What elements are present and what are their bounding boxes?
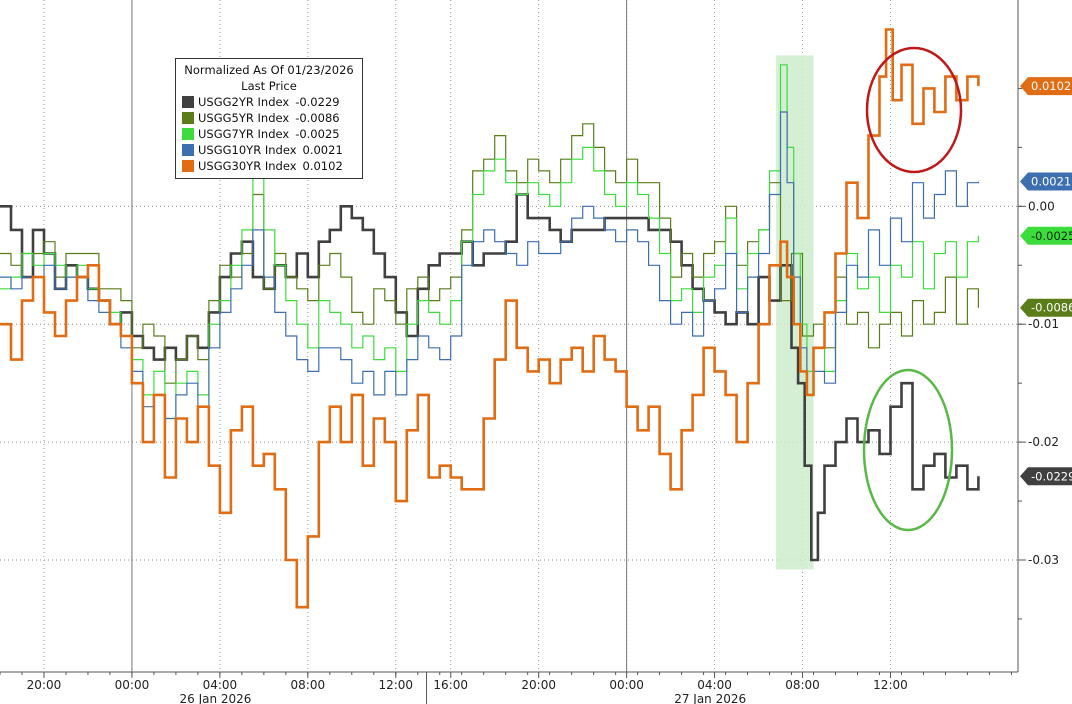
legend-series-value: -0.0025 <box>295 127 340 141</box>
x-tick-label: 08:00 <box>785 678 820 692</box>
legend-item: USGG10YR Index 0.0021 <box>182 142 356 158</box>
legend-series-name: USGG10YR Index <box>198 143 297 157</box>
last-price-tag-usgg5yr <box>1020 298 1072 317</box>
last-price-label: -0.0229 <box>1031 469 1072 483</box>
legend-series-value: 0.0021 <box>302 143 343 157</box>
x-tick-label: 04:00 <box>203 678 238 692</box>
legend-swatch <box>182 112 194 124</box>
legend-series-value: 0.0102 <box>302 159 343 173</box>
red-circle-annotation <box>865 46 963 174</box>
x-tick-label: 16:00 <box>433 678 468 692</box>
legend-swatch <box>182 96 194 108</box>
legend-subtitle: Last Price <box>241 79 297 93</box>
x-tick-label: 12:00 <box>873 678 908 692</box>
legend-item: USGG30YR Index 0.0102 <box>182 158 356 174</box>
legend-item: USGG7YR Index -0.0025 <box>182 126 356 142</box>
y-tick-label: 0.00 <box>1028 199 1055 213</box>
x-tick-label: 12:00 <box>378 678 413 692</box>
series-line-usgg2yr <box>0 193 980 562</box>
legend-series-name: USGG30YR Index <box>198 159 297 173</box>
legend-swatch <box>182 144 194 156</box>
x-tick-label: 04:00 <box>697 678 732 692</box>
legend-series-name: USGG7YR Index <box>198 127 290 141</box>
legend-swatch <box>182 128 194 140</box>
y-tick-label: -0.03 <box>1028 553 1059 567</box>
y-axis-ticks: 0.00 -0.01 -0.02 -0.03 <box>1018 199 1059 567</box>
annotations <box>862 46 963 532</box>
legend-title: Normalized As Of 01/23/2026 <box>184 63 354 77</box>
last-price-tag-usgg10yr <box>1020 172 1072 191</box>
legend-rows: USGG2YR Index -0.0229 USGG5YR Index -0.0086… <box>182 94 356 174</box>
legend-series-value: -0.0229 <box>295 95 340 109</box>
last-price-tag-usgg30yr <box>1020 77 1072 96</box>
series-lines <box>0 28 980 609</box>
y-tick-label: -0.02 <box>1028 435 1059 449</box>
chart-legend: Normalized As Of 01/23/2026 Last Price U… <box>175 58 363 179</box>
last-price-label: -0.0025 <box>1031 229 1072 243</box>
x-tick-label: 00:00 <box>115 678 150 692</box>
green-circle-annotation <box>862 368 954 532</box>
legend-item: USGG2YR Index -0.0229 <box>182 94 356 110</box>
series-line-usgg7yr <box>0 64 979 420</box>
x-tick-label: 00:00 <box>609 678 644 692</box>
last-price-tag-usgg7yr <box>1020 226 1072 245</box>
x-tick-label: 20:00 <box>27 678 62 692</box>
legend-series-name: USGG2YR Index <box>198 95 290 109</box>
legend-item: USGG5YR Index -0.0086 <box>182 110 356 126</box>
legend-swatch <box>182 160 194 172</box>
y-tick-label: -0.01 <box>1028 317 1059 331</box>
x-tick-label: 08:00 <box>291 678 326 692</box>
last-price-tags: -0.0229 -0.0086 -0.0025 0.0021 0.0102 <box>1020 77 1072 486</box>
series-line-usgg30yr <box>0 28 980 609</box>
last-price-label: 0.0021 <box>1031 175 1071 189</box>
last-price-tag-usgg2yr <box>1020 467 1072 486</box>
legend-series-value: -0.0086 <box>295 111 340 125</box>
last-price-label: -0.0086 <box>1031 301 1072 315</box>
x-tick-label: 20:00 <box>521 678 556 692</box>
grid-lines <box>0 0 1018 672</box>
legend-series-name: USGG5YR Index <box>198 111 290 125</box>
date-label: 27 Jan 2026 <box>674 692 746 704</box>
x-axis-ticks: 20:00 00:00 04:00 08:00 12:00 16:00 20:00 00:00… <box>27 672 908 704</box>
series-line-usgg10yr <box>0 111 979 420</box>
date-label: 26 Jan 2026 <box>180 692 252 704</box>
last-price-label: 0.0102 <box>1031 79 1071 93</box>
